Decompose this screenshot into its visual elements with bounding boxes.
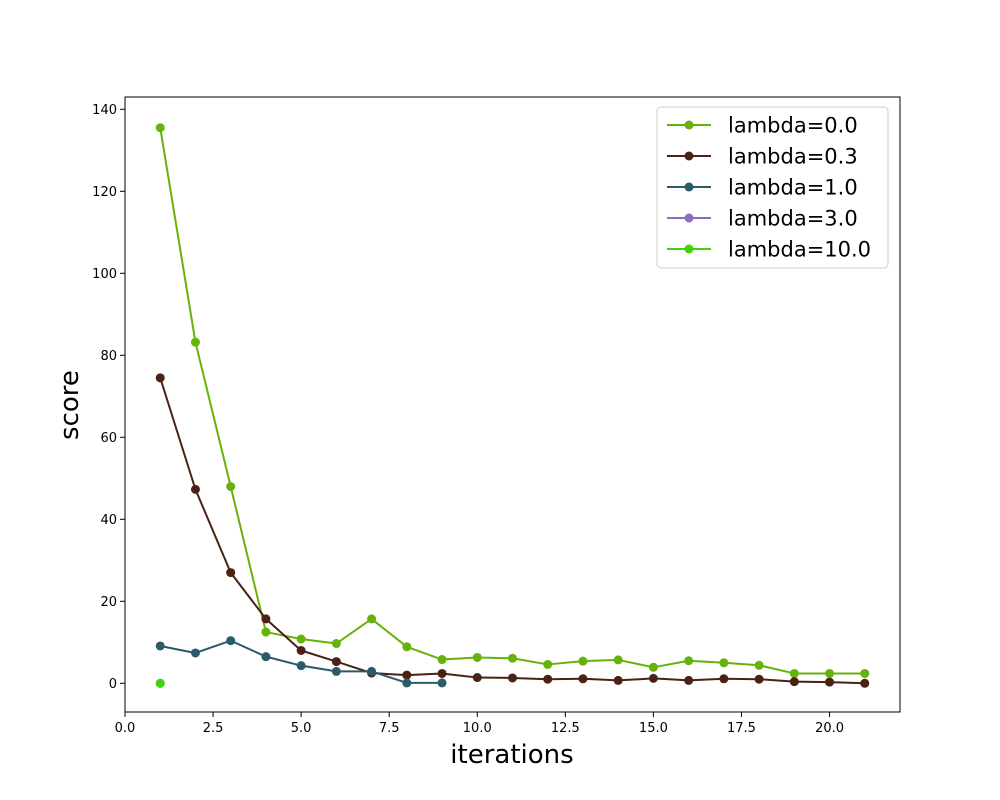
x-tick-label: 12.5 [551, 721, 580, 736]
legend-swatch-marker [684, 244, 694, 254]
data-point [331, 639, 341, 649]
y-tick-label: 60 [100, 431, 117, 446]
x-tick-label: 7.5 [379, 721, 400, 736]
x-tick-label: 17.5 [727, 721, 756, 736]
plot-frame [124, 96, 901, 713]
legend-label: lambda=0.0 [728, 114, 858, 138]
y-tick-label: 0 [109, 677, 117, 692]
data-point [402, 670, 412, 680]
legend-box [656, 106, 889, 269]
y-tick-label: 80 [100, 349, 117, 364]
legend-label: lambda=3.0 [728, 207, 858, 231]
data-point [789, 668, 799, 678]
series-line [159, 377, 865, 685]
data-point [296, 646, 306, 655]
data-point [508, 673, 517, 683]
data-point [613, 655, 623, 665]
y-tick-label: 120 [92, 185, 117, 200]
x-tick-label: 20.0 [815, 721, 844, 736]
y-axis-ticks: 0 20 40 60 80 100 120 140 [92, 103, 125, 692]
y-tick-label: 20 [100, 595, 117, 610]
data-point [578, 674, 588, 684]
data-point [754, 674, 764, 684]
legend-label: lambda=0.3 [728, 145, 858, 169]
data-point [578, 656, 588, 666]
data-point [190, 648, 200, 658]
legend-label: lambda=1.0 [728, 176, 858, 200]
data-point [860, 678, 870, 688]
data-point [648, 673, 658, 683]
data-point [331, 666, 341, 676]
data-point [261, 627, 271, 637]
data-point [543, 674, 553, 684]
y-axis-title: score [55, 370, 85, 440]
legend-label: lambda=10.0 [728, 238, 871, 262]
data-point [437, 655, 447, 665]
data-point [331, 657, 341, 667]
data-point [296, 661, 306, 671]
data-point [472, 652, 482, 662]
data-point [613, 675, 623, 685]
data-point [190, 484, 200, 494]
data-point [402, 678, 412, 688]
y-tick-label: 140 [92, 103, 117, 118]
data-point [825, 668, 835, 678]
data-point [789, 677, 799, 687]
y-tick-label: 40 [100, 513, 117, 528]
series-layer [155, 123, 870, 688]
legend-swatch-marker [684, 151, 694, 161]
data-point [155, 373, 165, 383]
x-tick-label: 0.0 [115, 721, 136, 736]
data-point [860, 668, 870, 678]
data-point [155, 641, 165, 651]
data-point [825, 677, 835, 687]
data-point [367, 614, 377, 624]
data-point [226, 482, 236, 491]
data-point [437, 668, 447, 678]
series-lambda-0-0 [155, 123, 870, 678]
series-lambda-1-0 [155, 636, 447, 688]
data-point [472, 673, 482, 683]
legend: lambda=0.0 lambda=0.3 lambda=1.0 lambda=3.0… [656, 106, 889, 269]
data-point [155, 678, 165, 688]
x-tick-label: 5.0 [291, 721, 312, 736]
y-tick-label: 100 [92, 267, 117, 282]
data-point [155, 123, 165, 133]
data-point [719, 658, 729, 668]
data-point [190, 337, 200, 347]
legend-swatch-marker [684, 213, 694, 223]
legend-swatch-marker [684, 120, 694, 130]
data-point [296, 634, 306, 644]
data-point [508, 653, 517, 663]
x-tick-label: 2.5 [203, 721, 224, 736]
data-point [648, 662, 658, 672]
x-tick-label: 15.0 [639, 721, 668, 736]
data-point [261, 614, 271, 624]
x-axis-title: iterations [450, 740, 573, 770]
data-point [684, 675, 694, 685]
legend-swatch-marker [684, 182, 694, 192]
data-point [261, 652, 271, 662]
data-point [719, 674, 729, 684]
x-tick-label: 10.0 [463, 721, 492, 736]
data-point [402, 642, 412, 652]
data-point [226, 568, 236, 578]
data-point [684, 656, 694, 666]
data-point [754, 660, 764, 670]
data-point [226, 636, 236, 646]
data-point [437, 678, 447, 688]
data-point [543, 659, 553, 669]
data-point [367, 666, 377, 676]
x-axis-ticks: 0.0 2.5 5.0 7.5 10.0 12.5 15.0 17.5 20.0 [115, 712, 844, 736]
series-lambda-0-3 [155, 373, 870, 688]
series-lambda-10-0 [155, 678, 165, 688]
